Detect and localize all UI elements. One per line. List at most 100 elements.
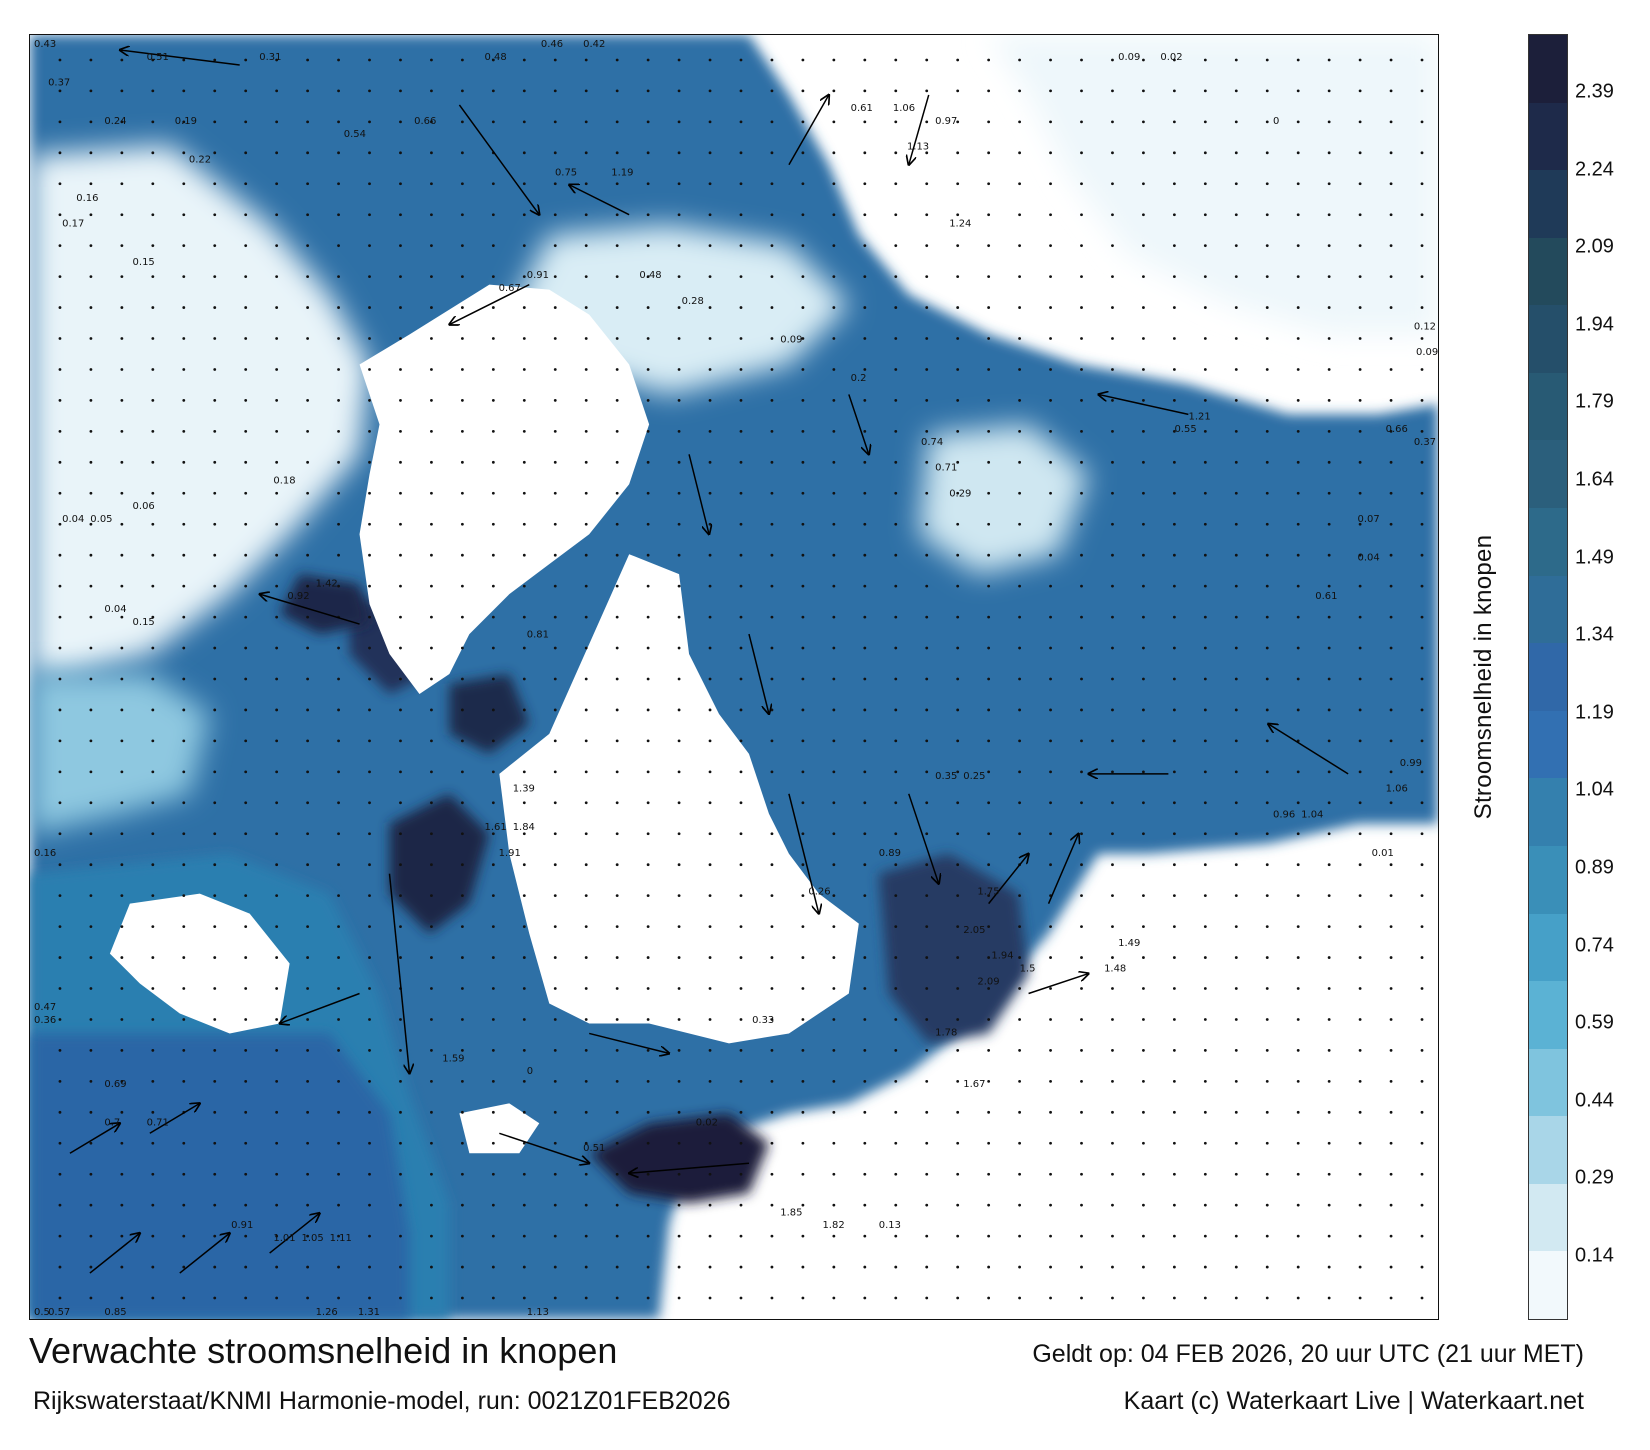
grid-dot bbox=[368, 894, 371, 898]
grid-dot bbox=[1358, 151, 1362, 155]
grid-dot bbox=[58, 58, 62, 62]
grid-dot bbox=[244, 708, 248, 712]
grid-dot bbox=[244, 801, 248, 805]
speed-value-label: 0.15 bbox=[133, 257, 155, 268]
grid-dot bbox=[522, 739, 526, 743]
grid-dot bbox=[801, 491, 805, 495]
grid-dot bbox=[399, 739, 402, 743]
grid-dot bbox=[244, 553, 248, 557]
grid-dot bbox=[151, 832, 155, 836]
grid-dot bbox=[58, 1110, 62, 1114]
grid-dot bbox=[306, 925, 310, 929]
grid-dot bbox=[430, 584, 433, 588]
grid-dot bbox=[1327, 1141, 1331, 1145]
grid-dot bbox=[1420, 584, 1424, 588]
grid-dot bbox=[801, 306, 805, 309]
grid-dot bbox=[739, 770, 743, 774]
grid-dot bbox=[1172, 491, 1176, 495]
map-canvas[interactable]: 0.430.510.370.240.31 0.480.46 0.420.660.54… bbox=[30, 35, 1438, 1319]
grid-dot bbox=[89, 429, 93, 433]
speed-value-label: 0.09 bbox=[780, 334, 802, 345]
grid-dot bbox=[460, 646, 464, 650]
grid-dot bbox=[306, 491, 310, 495]
grid-dot bbox=[1389, 182, 1393, 186]
grid-dot bbox=[491, 1049, 495, 1052]
speed-value-label: 1.59 bbox=[442, 1053, 464, 1064]
grid-dot bbox=[275, 646, 279, 650]
grid-dot bbox=[182, 1141, 186, 1145]
grid-dot bbox=[399, 182, 402, 186]
grid-dot bbox=[399, 1265, 402, 1269]
grid-dot bbox=[677, 1265, 681, 1269]
grid-dot bbox=[120, 770, 124, 774]
grid-dot bbox=[677, 120, 681, 124]
grid-dot bbox=[615, 1110, 619, 1114]
current-arrow bbox=[269, 1213, 320, 1254]
grid-dot bbox=[894, 615, 898, 619]
grid-dot bbox=[770, 677, 774, 681]
grid-dot bbox=[460, 58, 464, 62]
grid-dot bbox=[1018, 1296, 1021, 1300]
grid-dot bbox=[306, 399, 310, 402]
grid-dot bbox=[553, 646, 557, 650]
grid-dot bbox=[770, 368, 774, 371]
grid-dot bbox=[1049, 987, 1052, 990]
grid-dot bbox=[987, 739, 991, 743]
grid-dot bbox=[306, 337, 310, 340]
grid-dot bbox=[677, 89, 681, 93]
grid-dot bbox=[894, 863, 898, 867]
grid-dot bbox=[89, 275, 93, 279]
grid-dot bbox=[213, 801, 217, 805]
grid-dot bbox=[275, 399, 279, 402]
grid-dot bbox=[1172, 275, 1176, 279]
grid-dot bbox=[708, 863, 712, 867]
grid-dot bbox=[832, 182, 836, 186]
grid-dot bbox=[1049, 708, 1052, 712]
grid-dot bbox=[1327, 460, 1331, 464]
current-arrow bbox=[179, 1233, 230, 1274]
grid-dot bbox=[1358, 584, 1362, 588]
grid-dot bbox=[399, 429, 402, 433]
current-arrow bbox=[69, 1123, 120, 1154]
grid-dot bbox=[368, 646, 371, 650]
grid-dot bbox=[1080, 1110, 1083, 1114]
grid-dot bbox=[306, 1203, 310, 1207]
grid-dot bbox=[646, 460, 650, 464]
grid-dot bbox=[677, 863, 681, 867]
speed-value-label: 1.24 bbox=[949, 219, 971, 230]
grid-dot bbox=[306, 306, 310, 309]
grid-dot bbox=[430, 677, 433, 681]
grid-dot bbox=[368, 151, 371, 155]
grid-dot bbox=[1327, 987, 1331, 990]
grid-dot bbox=[399, 58, 402, 62]
current-speed-map[interactable]: 0.43 0.51 0.37 0.24 0.31 0.48 0.46 0.42 0.66 0.54… bbox=[29, 34, 1439, 1320]
grid-dot bbox=[275, 615, 279, 619]
grid-dot bbox=[491, 770, 495, 774]
grid-dot bbox=[182, 584, 186, 588]
grid-dot bbox=[615, 1296, 619, 1300]
grid-dot bbox=[337, 863, 340, 867]
speed-value-label: 0.12 bbox=[1414, 321, 1436, 332]
grid-dot bbox=[1389, 739, 1393, 743]
grid-dot bbox=[213, 337, 217, 340]
speed-value-label: 1.78 bbox=[935, 1028, 957, 1039]
grid-dot bbox=[120, 429, 124, 433]
grid-dot bbox=[894, 89, 898, 93]
grid-dot bbox=[1018, 987, 1021, 990]
grid-dot bbox=[337, 801, 340, 805]
grid-dot bbox=[739, 337, 743, 340]
colorbar-tick-label: 0.44 bbox=[1575, 1089, 1614, 1112]
grid-dot bbox=[770, 1141, 774, 1145]
grid-dot bbox=[368, 120, 371, 124]
land-island-south bbox=[459, 1103, 540, 1154]
grid-dot bbox=[987, 987, 991, 990]
grid-dot bbox=[1420, 429, 1424, 433]
grid-dot bbox=[708, 491, 712, 495]
grid-dot bbox=[1234, 306, 1238, 309]
grid-dot bbox=[1172, 1296, 1176, 1300]
grid-dot bbox=[739, 213, 743, 217]
grid-dot bbox=[399, 275, 402, 279]
grid-dot bbox=[1203, 306, 1207, 309]
speed-value-label: 0.07 bbox=[1358, 514, 1380, 525]
grid-dot bbox=[677, 58, 681, 62]
